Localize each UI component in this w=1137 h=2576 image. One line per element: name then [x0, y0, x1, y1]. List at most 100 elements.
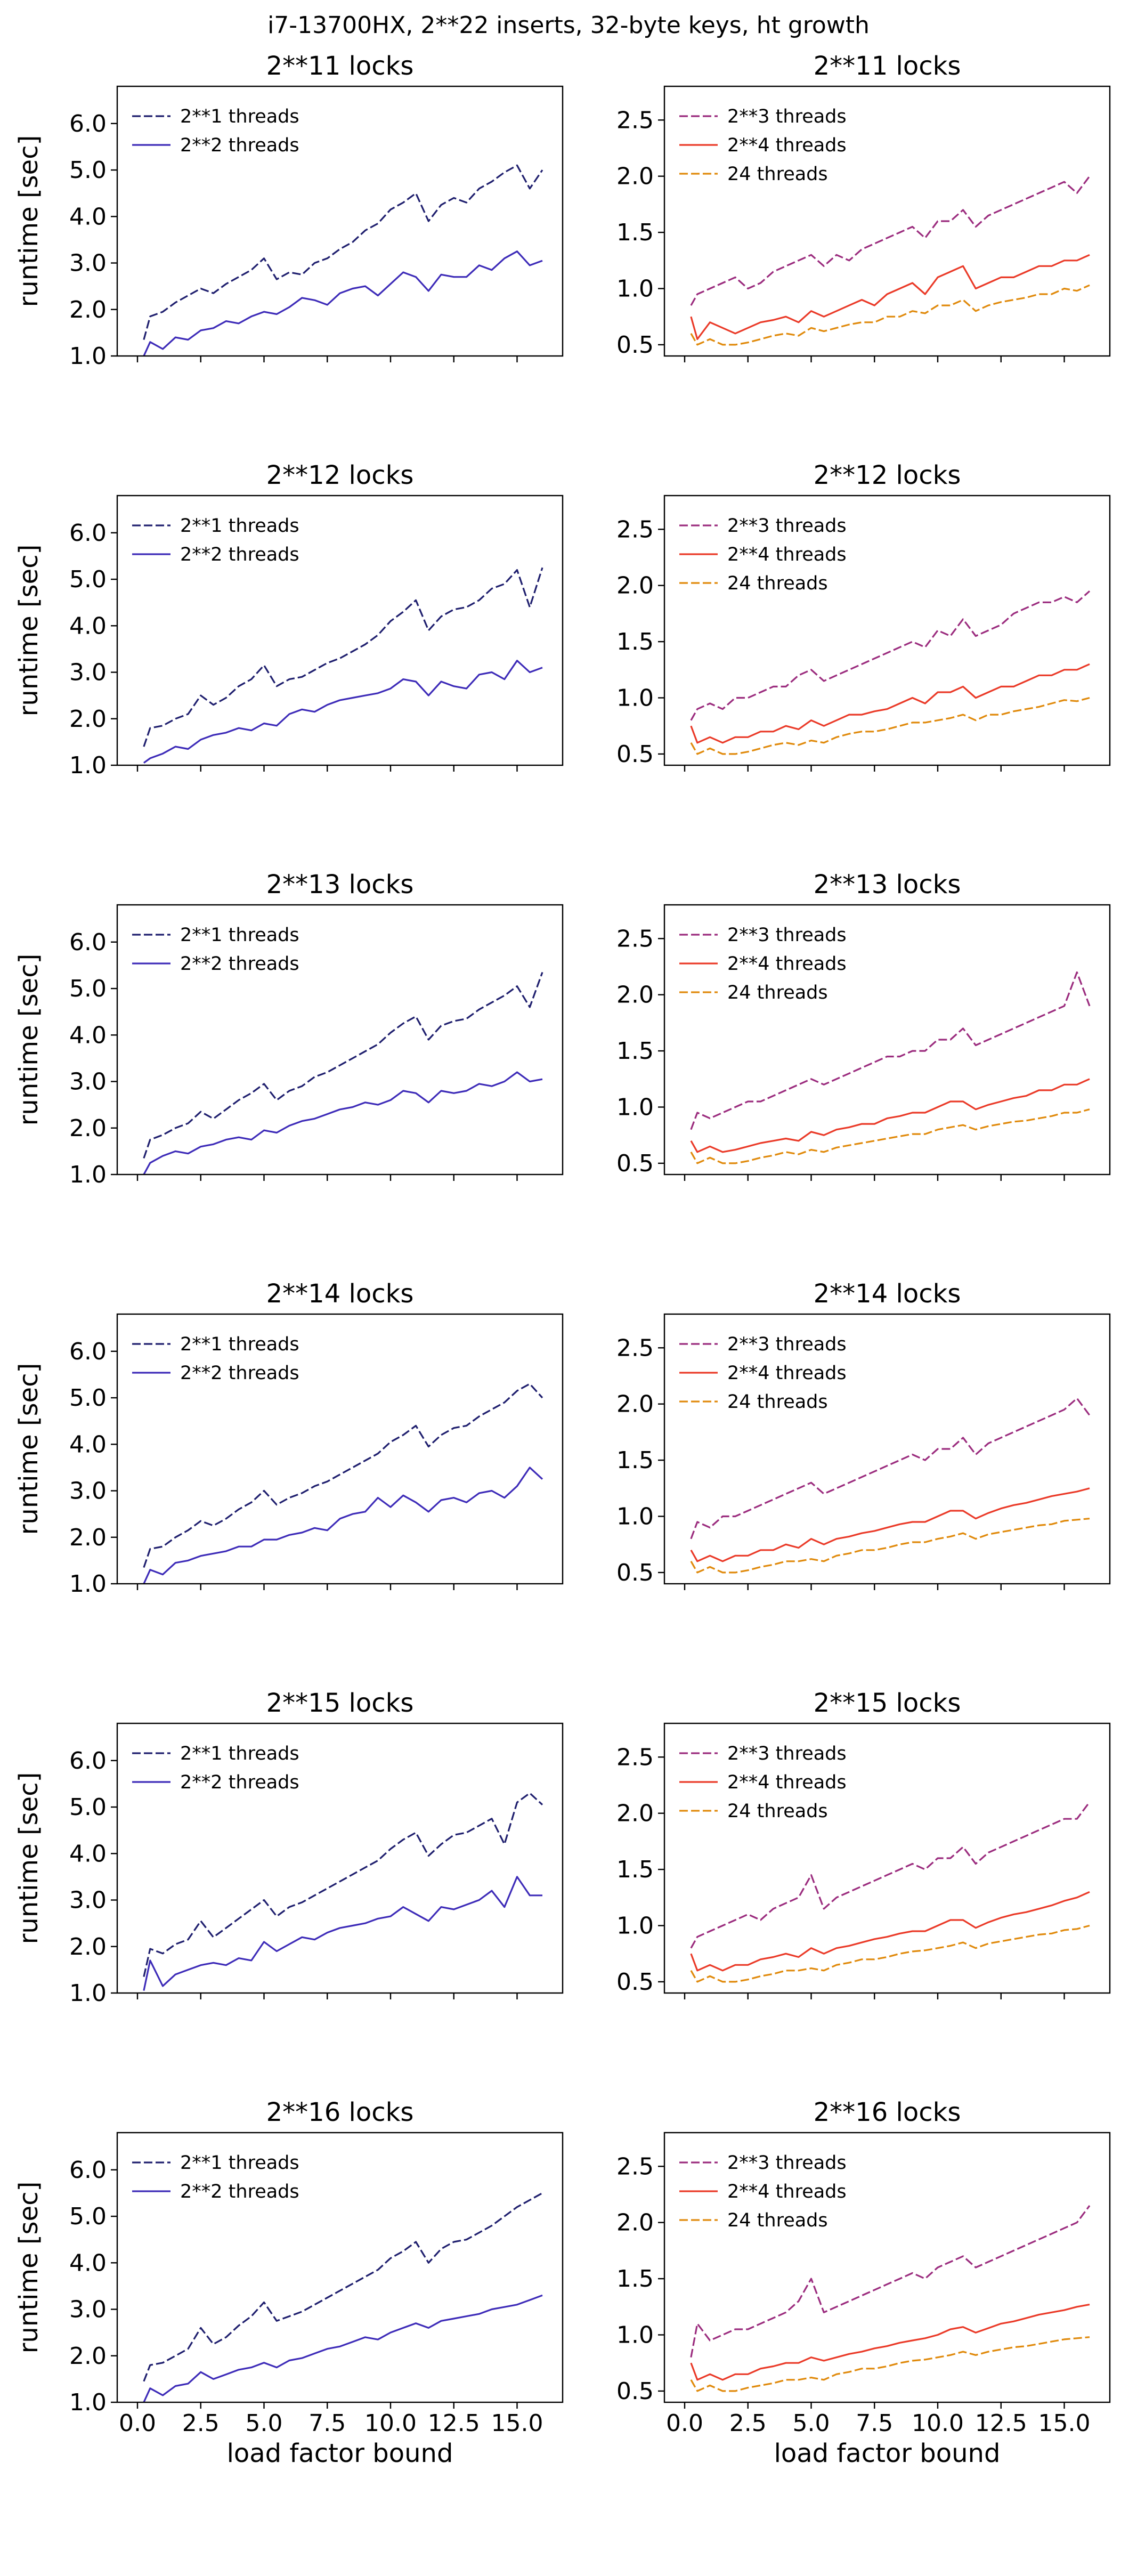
series-lines: [143, 971, 543, 1174]
series-line-2-1-threads: [143, 164, 543, 340]
series-line-2-2-threads: [143, 1876, 542, 1991]
series-line-2-2-threads: [143, 1467, 543, 1584]
series-lines: [690, 1801, 1091, 1983]
y-tick-label: 2.5: [616, 107, 654, 134]
y-tick-label: 3.0: [69, 1887, 107, 1914]
x-tick-label: 15.0: [491, 2410, 543, 2437]
y-tick-label: 5.0: [69, 2203, 107, 2230]
y-tick-label: 1.0: [69, 2389, 107, 2416]
legend: 2**1 threads 2**2 threads: [132, 2152, 299, 2202]
x-tick-label: 0.0: [119, 2410, 156, 2437]
series-line-2-4-threads: [690, 1078, 1090, 1153]
y-tick-label: 1.0: [616, 2322, 654, 2349]
series-line-2-3-threads: [690, 1397, 1091, 1540]
x-tick-label: 12.5: [975, 2410, 1027, 2437]
y-tick-label: 5.0: [69, 1384, 107, 1412]
series-lines: [143, 2192, 543, 2402]
series-line-2-3-threads: [690, 175, 1091, 306]
panel-title: 2**14 locks: [266, 1279, 414, 1309]
y-tick-label: 0.5: [616, 331, 654, 359]
y-tick-label: 1.0: [616, 685, 654, 712]
legend-label: 2**4 threads: [727, 953, 847, 975]
y-tick-label: 6.0: [69, 1747, 107, 1775]
chart-panel-1: 2**11 locks 1.0 2.0 3.0 4.0 5.0 6.0 runtime [se…: [14, 51, 564, 370]
legend-label: 2**3 threads: [727, 515, 847, 537]
plot-frame: [663, 2132, 1111, 2403]
legend-label: 2**1 threads: [180, 106, 299, 127]
panels: 2**11 locks 1.0 2.0 3.0 4.0 5.0 6.0 runtime [se…: [14, 51, 1111, 2468]
legend-label: 24 threads: [727, 164, 828, 185]
legend-label: 2**4 threads: [727, 1772, 847, 1793]
y-tick-label: 5.0: [69, 975, 107, 1002]
series-line-2-3-threads: [690, 1801, 1091, 1949]
y-tick-label: 1.0: [69, 1161, 107, 1188]
legend-label: 2**1 threads: [180, 1334, 299, 1355]
legend: 2**1 threads 2**2 threads: [132, 1334, 299, 1384]
plot-frame: [116, 495, 564, 766]
series-line-2-3-threads: [690, 2205, 1091, 2358]
y-tick-label: 6.0: [69, 110, 107, 137]
legend-label: 2**1 threads: [180, 515, 299, 537]
y-tick-label: 1.0: [616, 1503, 654, 1530]
legend-label: 2**4 threads: [727, 1363, 847, 1384]
panel-title: 2**12 locks: [266, 460, 414, 490]
y-axis-label: runtime [sec]: [14, 2182, 44, 2354]
y-tick-label: 3.0: [69, 2296, 107, 2323]
y-tick-label: 1.0: [69, 1570, 107, 1598]
y-tick-label: 0.5: [616, 741, 654, 768]
series-lines: [690, 971, 1091, 1164]
y-axis-label: runtime [sec]: [14, 1363, 44, 1535]
y-tick-label: 1.5: [616, 219, 654, 246]
x-tick-label: 2.5: [182, 2410, 220, 2437]
y-tick-label: 2.5: [616, 2153, 654, 2180]
series-line-2-4-threads: [690, 1487, 1090, 1562]
panel-title: 2**12 locks: [814, 460, 961, 490]
series-line-2-2-threads: [143, 660, 543, 764]
plot-frame: [116, 85, 564, 357]
y-tick-label: 2.5: [616, 1334, 654, 1362]
y-tick-label: 2.0: [69, 706, 107, 733]
legend-label: 2**4 threads: [727, 135, 847, 156]
series-line-24-threads: [690, 1924, 1090, 1983]
y-tick-label: 1.0: [616, 1913, 654, 1940]
legend-label: 2**4 threads: [727, 544, 847, 565]
legend-label: 24 threads: [727, 2210, 828, 2231]
y-tick-label: 5.0: [69, 157, 107, 184]
series-line-24-threads: [690, 2336, 1090, 2392]
legend: 2**3 threads 2**4 threads 24 threads: [679, 515, 847, 594]
chart-panel-5: 2**13 locks 1.0 2.0 3.0 4.0 5.0 6.0 runtime [se…: [14, 870, 564, 1188]
panel-title: 2**16 locks: [814, 2097, 961, 2127]
legend-label: 2**3 threads: [727, 106, 847, 127]
legend: 2**1 threads 2**2 threads: [132, 1743, 299, 1793]
series-line-24-threads: [690, 1108, 1090, 1164]
series-line-2-4-threads: [690, 1891, 1090, 1972]
legend-label: 2**2 threads: [180, 1363, 299, 1384]
y-axis-label: runtime [sec]: [14, 954, 44, 1126]
legend-label: 2**4 threads: [727, 2181, 847, 2202]
panel-title: 2**11 locks: [266, 51, 414, 81]
series-line-24-threads: [690, 696, 1090, 755]
legend-label: 2**1 threads: [180, 925, 299, 946]
series-lines: [690, 2205, 1091, 2392]
x-tick-label: 7.5: [856, 2410, 893, 2437]
y-tick-label: 4.0: [69, 1022, 107, 1049]
y-tick-label: 2.0: [69, 1524, 107, 1551]
x-axis-label: load factor bound: [774, 2439, 1001, 2468]
y-tick-label: 2.0: [69, 1115, 107, 1142]
x-tick-label: 15.0: [1038, 2410, 1091, 2437]
series-line-2-2-threads: [143, 2294, 543, 2402]
series-lines: [143, 1383, 543, 1584]
y-axis-label: runtime [sec]: [14, 545, 44, 717]
y-tick-label: 0.5: [616, 1559, 654, 1586]
y-tick-label: 4.0: [69, 1431, 107, 1458]
legend-label: 2**1 threads: [180, 2152, 299, 2174]
y-tick-label: 1.0: [69, 752, 107, 779]
x-tick-label: 2.5: [729, 2410, 767, 2437]
y-tick-label: 1.0: [616, 276, 654, 303]
panel-title: 2**15 locks: [266, 1688, 414, 1718]
legend-label: 2**1 threads: [180, 1743, 299, 1764]
